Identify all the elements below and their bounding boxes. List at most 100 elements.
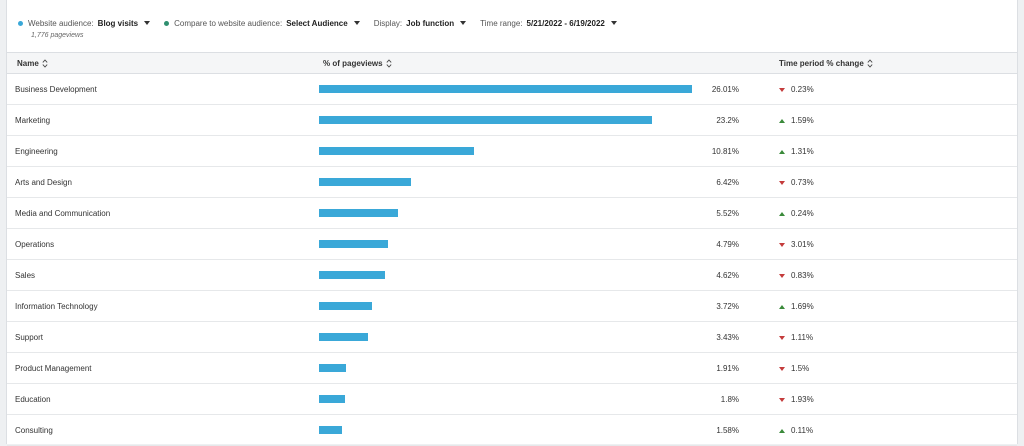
row-name: Business Development — [15, 85, 97, 94]
sort-icon — [386, 59, 392, 68]
pageviews-bar — [319, 85, 692, 93]
compare-audience-value: Select Audience — [286, 18, 348, 28]
row-change-value: 0.24% — [791, 209, 814, 218]
table-row: Operations 4.79% 3.01% — [7, 229, 1017, 260]
filter-bar: Website audience: Blog visits Compare to… — [18, 16, 631, 30]
row-name: Operations — [15, 240, 55, 249]
row-name: Engineering — [15, 147, 58, 156]
row-change-value: 1.31% — [791, 147, 814, 156]
row-name: Support — [15, 333, 44, 342]
time-range-value: 5/21/2022 - 6/19/2022 — [526, 18, 605, 28]
row-name: Education — [15, 395, 51, 404]
row-change-value: 0.11% — [791, 426, 814, 435]
row-change-value: 3.01% — [791, 240, 814, 249]
pageviews-bar — [319, 240, 388, 248]
arrow-down-icon — [779, 180, 785, 185]
table-row: Business Development 26.01% 0.23% — [7, 74, 1017, 105]
row-pct: 3.72% — [716, 302, 739, 311]
pageviews-bar — [319, 116, 652, 124]
table-header: Name % of pageviews Time period % change — [7, 52, 1017, 74]
row-name: Information Technology — [15, 302, 98, 311]
table-row: Product Management 1.91% 1.5% — [7, 353, 1017, 384]
row-change-value: 0.23% — [791, 85, 814, 94]
audience-panel: Website audience: Blog visits Compare to… — [6, 0, 1018, 446]
row-pct: 1.58% — [716, 426, 739, 435]
row-change-value: 1.69% — [791, 302, 814, 311]
row-name: Marketing — [15, 116, 51, 125]
pct-header-label: % of pageviews — [323, 59, 383, 68]
row-pct: 6.42% — [716, 178, 739, 187]
row-change: 0.83% — [779, 271, 814, 280]
display-label: Display: — [373, 18, 403, 28]
pageviews-bar — [319, 209, 398, 217]
table-row: Engineering 10.81% 1.31% — [7, 136, 1017, 167]
website-audience-dot-icon — [18, 20, 23, 26]
compare-audience-dot-icon — [164, 20, 170, 26]
row-change: 1.11% — [779, 333, 813, 342]
table-row: Support 3.43% 1.11% — [7, 322, 1017, 353]
row-pct: 1.91% — [716, 364, 739, 373]
table-body: Business Development 26.01% 0.23% Marketing… — [7, 74, 1017, 446]
website-audience-filter[interactable]: Website audience: Blog visits — [18, 18, 151, 28]
row-pct: 26.01% — [711, 85, 739, 94]
sort-icon — [42, 59, 48, 68]
arrow-up-icon — [779, 149, 785, 154]
row-change-value: 1.93% — [791, 395, 814, 404]
arrow-up-icon — [779, 118, 785, 123]
arrow-up-icon — [779, 211, 785, 216]
row-name: Sales — [15, 271, 36, 280]
row-change: 1.5% — [779, 364, 809, 373]
row-pct: 3.43% — [716, 333, 739, 342]
row-change-value: 0.83% — [791, 271, 814, 280]
pageviews-count: 1,776 pageviews — [31, 32, 84, 39]
row-change: 1.69% — [779, 302, 814, 311]
website-audience-label: Website audience: — [28, 18, 94, 28]
row-change: 0.73% — [779, 178, 814, 187]
sort-icon — [867, 59, 873, 68]
compare-audience-filter[interactable]: Compare to website audience: Select Audi… — [164, 19, 360, 28]
table-row: Media and Communication 5.52% 0.24% — [7, 198, 1017, 229]
row-pct: 1.8% — [720, 395, 739, 404]
row-change-value: 1.5% — [791, 364, 810, 373]
row-name: Media and Communication — [15, 209, 111, 218]
name-header-label: Name — [17, 59, 39, 68]
table-row: Arts and Design 6.42% 0.73% — [7, 167, 1017, 198]
row-change: 0.11% — [779, 426, 813, 435]
row-pct: 5.52% — [716, 209, 739, 218]
change-column-header[interactable]: Time period % change — [779, 59, 873, 68]
arrow-down-icon — [779, 397, 785, 402]
display-filter[interactable]: Display: Job function — [373, 18, 467, 28]
arrow-up-icon — [779, 428, 785, 433]
row-change: 0.23% — [779, 85, 814, 94]
chevron-down-icon — [610, 21, 617, 25]
table-row: Information Technology 3.72% 1.69% — [7, 291, 1017, 322]
pageviews-bar — [319, 364, 346, 372]
arrow-down-icon — [779, 273, 785, 278]
table-row: Consulting 1.58% 0.11% — [7, 415, 1017, 446]
row-name: Arts and Design — [15, 178, 72, 187]
arrow-down-icon — [779, 87, 785, 92]
pageviews-bar — [319, 395, 345, 403]
time-range-filter[interactable]: Time range: 5/21/2022 - 6/19/2022 — [480, 19, 617, 28]
change-header-label: Time period % change — [779, 59, 864, 68]
name-column-header[interactable]: Name — [17, 59, 48, 68]
compare-audience-label: Compare to website audience: — [174, 18, 283, 28]
pageviews-bar — [319, 147, 474, 155]
row-change-value: 1.11% — [791, 333, 814, 342]
arrow-down-icon — [779, 366, 785, 371]
display-value: Job function — [406, 18, 455, 28]
chevron-down-icon — [460, 21, 467, 25]
time-range-label: Time range: — [480, 18, 523, 28]
row-name: Product Management — [15, 364, 92, 373]
row-change-value: 0.73% — [791, 178, 814, 187]
arrow-down-icon — [779, 242, 785, 247]
row-pct: 23.2% — [716, 116, 739, 125]
row-pct: 4.62% — [716, 271, 739, 280]
row-pct: 4.79% — [716, 240, 739, 249]
row-pct: 10.81% — [711, 147, 739, 156]
pageviews-bar — [319, 271, 385, 279]
arrow-down-icon — [779, 335, 785, 340]
row-change-value: 1.59% — [791, 116, 814, 125]
pct-column-header[interactable]: % of pageviews — [323, 59, 392, 68]
row-change: 1.59% — [779, 116, 814, 125]
